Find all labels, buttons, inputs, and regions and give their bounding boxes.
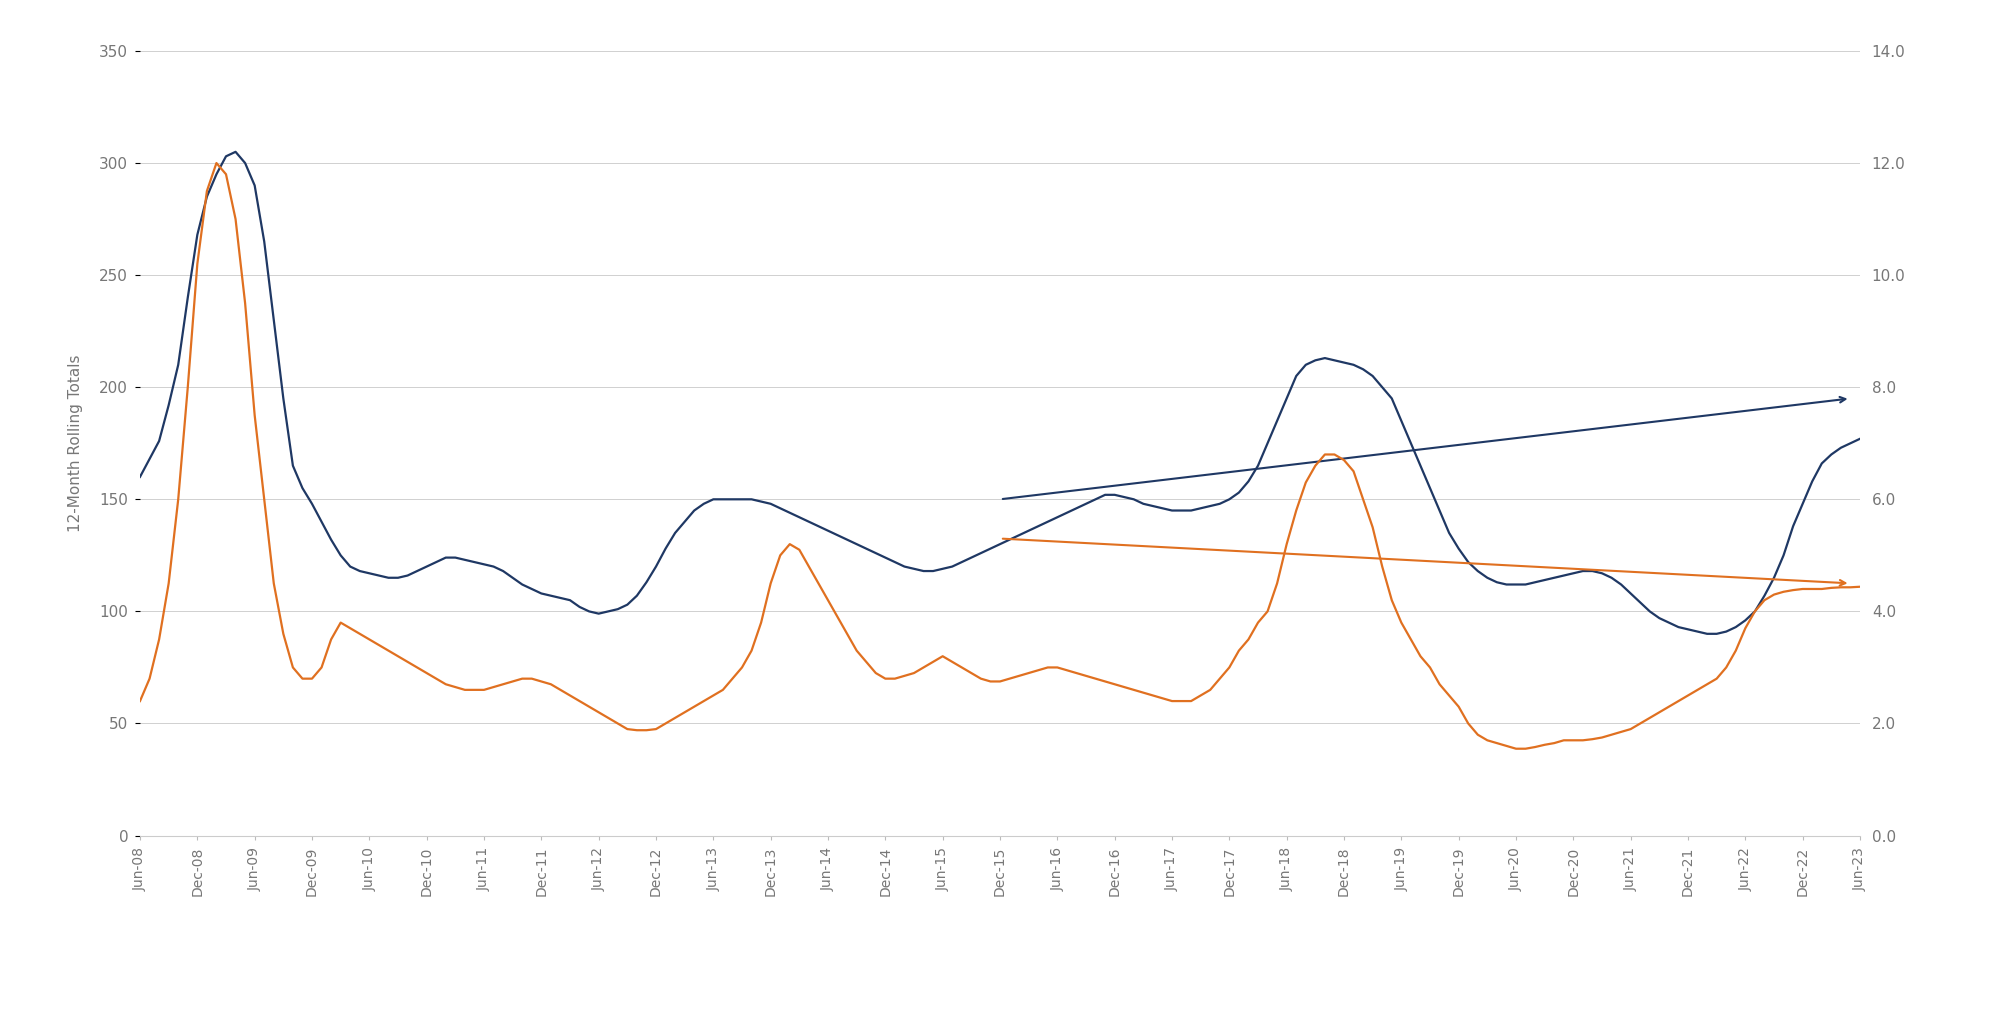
Legend: Chapter 11 Filings, S&P U.S. Default Rate [RHS]: Chapter 11 Filings, S&P U.S. Default Rat… xyxy=(718,1016,1282,1019)
Y-axis label: 12-Month Rolling Totals: 12-Month Rolling Totals xyxy=(68,355,82,532)
